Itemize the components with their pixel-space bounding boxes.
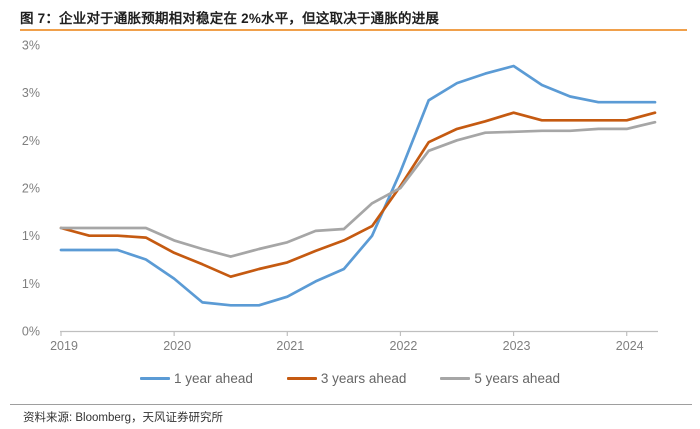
- legend-line-swatch-gray: [440, 376, 471, 380]
- x-axis-label: 2019: [50, 339, 78, 353]
- y-axis-label: 0%: [22, 325, 40, 339]
- y-axis-label: 2%: [22, 134, 40, 148]
- legend-line-swatch-orange: [286, 376, 317, 380]
- legend-label: 1 year ahead: [174, 370, 253, 386]
- footer-divider: [10, 404, 692, 405]
- y-axis-label: 3%: [22, 39, 40, 53]
- chart-legend: 1 year ahead 3 years ahead 5 years ahead: [0, 366, 700, 390]
- legend-label: 5 years ahead: [474, 370, 560, 386]
- title-underline: [20, 29, 687, 31]
- x-axis-label: 2023: [503, 339, 531, 353]
- legend-item-1-year-ahead: 1 year ahead: [140, 371, 253, 386]
- y-axis-label: 2%: [22, 182, 40, 196]
- series-line-1-year-ahead: [59, 64, 657, 307]
- y-axis-label: 3%: [22, 86, 40, 100]
- y-axis-label: 1%: [22, 229, 40, 243]
- source-note: 资料来源: Bloomberg，天风证券研究所: [23, 412, 224, 424]
- figure-title: 图 7：企业对于通胀预期相对稳定在 2%水平，但这取决于通胀的进展: [20, 11, 440, 26]
- legend-label: 3 years ahead: [320, 370, 407, 386]
- y-axis-label: 1%: [22, 277, 40, 291]
- series-line-3-years-ahead: [59, 111, 657, 279]
- x-axis-label: 2022: [390, 339, 418, 353]
- legend-item-3-years-ahead: 3 years ahead: [286, 370, 407, 386]
- series-line-5-years-ahead: [59, 120, 657, 258]
- x-axis-label: 2020: [163, 339, 191, 353]
- figure-header: 图 7：企业对于通胀预期相对稳定在 2%水平，但这取决于通胀的进展: [20, 7, 685, 28]
- x-axis-label: 2024: [616, 339, 644, 353]
- x-axis-label: 2021: [276, 339, 304, 353]
- legend-line-swatch-blue: [140, 376, 171, 380]
- line-chart: 0% 1% 1% 2% 2% 3% 3% 2019 2020 2021 2022 2023 2024: [22, 39, 658, 353]
- legend-item-5-years-ahead: 5 years ahead: [440, 371, 560, 386]
